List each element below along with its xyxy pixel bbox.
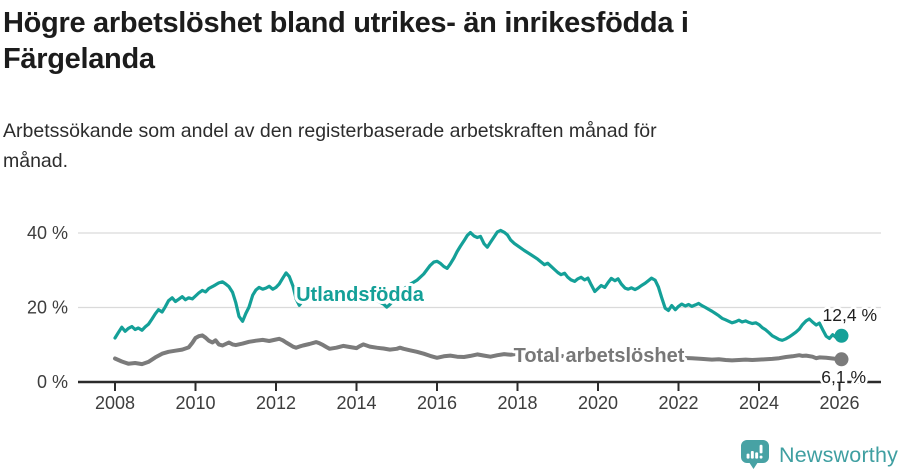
end-dot-total — [834, 352, 849, 367]
x-tick-label: 2016 — [417, 393, 457, 413]
data-series — [113, 228, 842, 367]
y-tick-label: 20 % — [27, 298, 68, 318]
y-tick-label: 0 % — [37, 372, 68, 392]
x-tick-label: 2008 — [95, 393, 135, 413]
newsworthy-branding: Newsworthy — [740, 439, 898, 470]
end-value-total: 6,1 % — [821, 367, 866, 387]
inline-labels: Utlandsfödda Total arbetslöshet 12,4 % 6… — [293, 281, 879, 390]
x-tick-label: 2024 — [739, 393, 779, 413]
series-label-utlandsfodda: Utlandsfödda — [296, 284, 425, 306]
end-value-utlandsfodda: 12,4 % — [823, 305, 877, 325]
series-line-utlandsfodda — [113, 228, 842, 342]
chart-subtitle: Arbetssökande som andel av den registerb… — [3, 120, 657, 173]
x-tick-label: 2014 — [336, 393, 376, 413]
series-line-total — [113, 333, 842, 367]
x-axis-ticks: 2008 2010 2012 2014 2016 2018 2020 2022 2024 2026 — [95, 383, 860, 413]
x-tick-label: 2022 — [658, 393, 698, 413]
newsworthy-bubble-barchart-icon — [741, 440, 769, 469]
newsworthy-wordmark: Newsworthy — [779, 442, 899, 467]
x-tick-label: 2010 — [175, 393, 215, 413]
end-point-markers — [834, 328, 849, 367]
series-label-total-arbetsloshet: Total arbetslöshet — [514, 345, 685, 367]
x-tick-label: 2026 — [819, 393, 859, 413]
x-tick-label: 2020 — [578, 393, 618, 413]
x-tick-label: 2012 — [256, 393, 296, 413]
y-tick-label: 40 % — [27, 223, 68, 243]
page-title: Högre arbetslöshet bland utrikes- än inr… — [3, 7, 689, 75]
x-tick-label: 2018 — [497, 393, 537, 413]
end-dot-utlandsfodda — [834, 328, 849, 343]
y-axis-tick-labels: 0 % 20 % 40 % — [27, 223, 68, 392]
gridlines — [78, 232, 881, 309]
